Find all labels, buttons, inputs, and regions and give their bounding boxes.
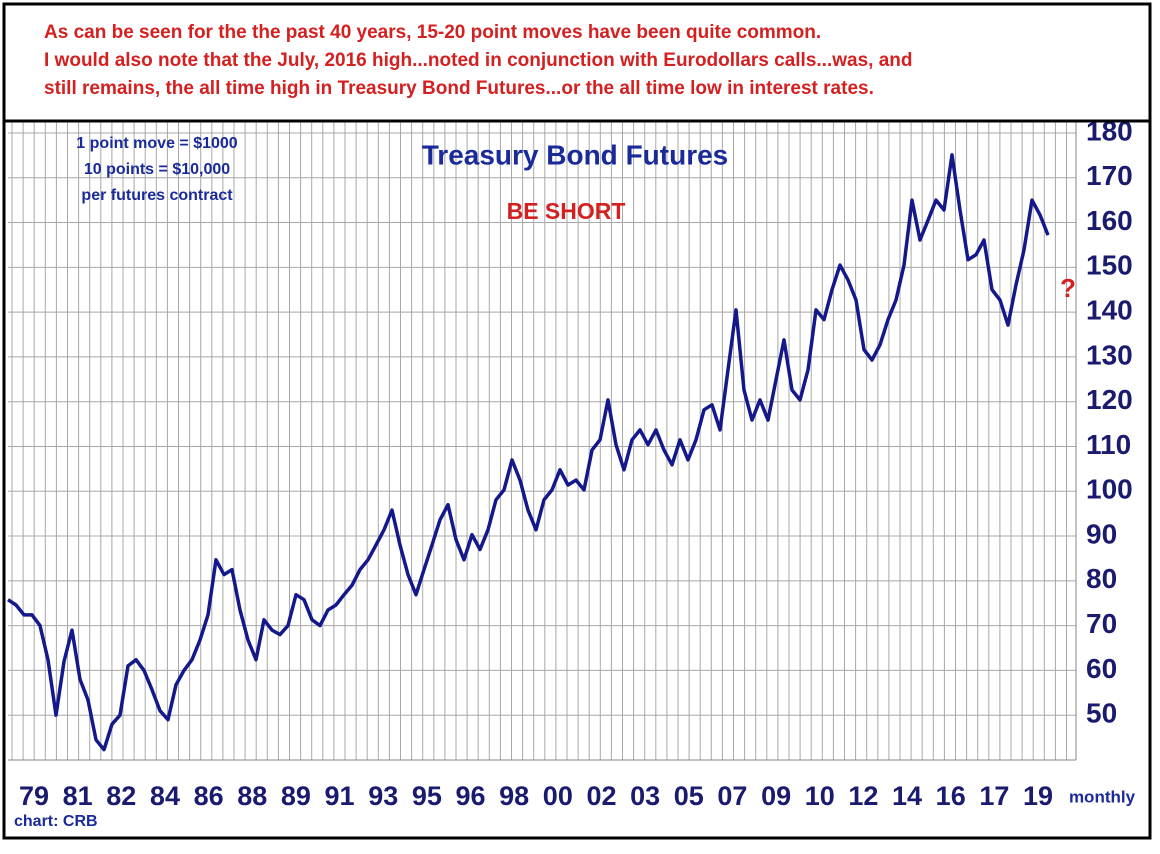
note-line: I would also note that the July, 2016 hi…: [44, 50, 912, 71]
x-tick-label: 12: [848, 781, 878, 811]
info-line: 10 points = $10,000: [84, 161, 230, 178]
x-tick-label: 89: [281, 781, 311, 811]
source: chart: CRB: [14, 813, 98, 830]
x-tick-label: 82: [106, 781, 136, 811]
y-tick-label: 170: [1086, 160, 1133, 191]
x-tick-label: 09: [761, 781, 791, 811]
x-tick-label: 93: [368, 781, 398, 811]
x-tick-label: 98: [499, 781, 529, 811]
y-tick-label: 160: [1086, 205, 1133, 236]
chart-title: Treasury Bond Futures: [422, 139, 729, 170]
x-tick-label: 02: [586, 781, 616, 811]
note-line: As can be seen for the the past 40 years…: [44, 22, 821, 43]
y-tick-label: 110: [1086, 429, 1131, 460]
x-tick-label: 16: [936, 781, 966, 811]
x-axis-label: monthly: [1069, 787, 1136, 806]
y-tick-label: 50: [1086, 698, 1117, 729]
info-line: 1 point move = $1000: [76, 135, 238, 152]
info-line: per futures contract: [81, 187, 233, 204]
y-tick-label: 150: [1086, 250, 1133, 281]
x-tick-label: 86: [194, 781, 224, 811]
y-tick-label: 130: [1086, 339, 1133, 370]
y-tick-label: 140: [1086, 295, 1133, 326]
x-tick-label: 19: [1023, 781, 1053, 811]
x-tick-label: 05: [674, 781, 704, 811]
x-tick-label: 79: [19, 781, 49, 811]
outer-border: [2, 2, 1152, 840]
x-tick-label: 96: [455, 781, 485, 811]
x-tick-label: 91: [325, 781, 355, 811]
annotation: BE SHORT: [507, 198, 626, 224]
y-tick-label: 100: [1086, 474, 1133, 505]
x-tick-label: 14: [892, 781, 922, 811]
x-tick-label: 88: [237, 781, 267, 811]
y-tick-label: 90: [1086, 518, 1117, 549]
y-tick-label: 70: [1086, 608, 1117, 639]
price-line: [7, 153, 1050, 752]
x-tick-label: 00: [543, 781, 573, 811]
x-tick-label: 10: [805, 781, 835, 811]
x-tick-label: 81: [63, 781, 93, 811]
x-tick-label: 17: [979, 781, 1009, 811]
y-tick-label: 80: [1086, 563, 1117, 594]
y-tick-label: 120: [1086, 384, 1133, 415]
x-tick-label: 03: [630, 781, 660, 811]
y-tick-label: 60: [1086, 653, 1117, 684]
x-tick-label: 84: [150, 781, 180, 811]
annotation: ?: [1060, 273, 1076, 303]
x-tick-label: 07: [717, 781, 747, 811]
note-line: still remains, the all time high in Trea…: [44, 78, 874, 99]
x-tick-label: 95: [412, 781, 442, 811]
